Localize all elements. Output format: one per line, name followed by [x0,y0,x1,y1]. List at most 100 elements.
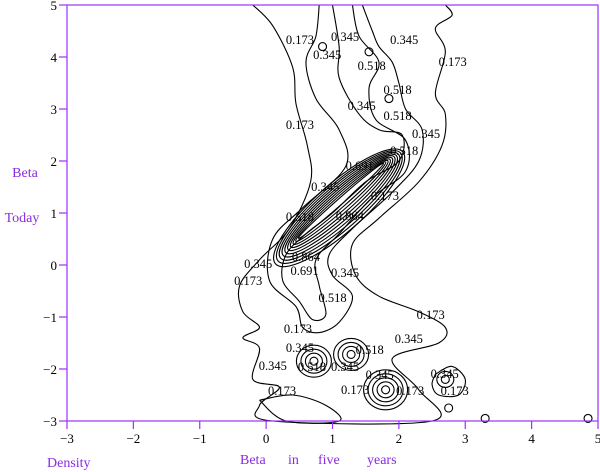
y-tick-label: 3 [51,102,58,117]
ridge-contour-ring [281,153,399,258]
corner-label-density: Density [47,456,91,471]
contour-line-0.173 [237,4,453,425]
peak-contour-ring [364,47,374,57]
peak-contour-ring [381,385,391,395]
y-tick-label: 4 [51,50,58,65]
peak-contour-ring [583,413,593,423]
contour-line-0.173 [431,365,467,398]
x-tick-label: −2 [126,431,140,446]
peak-contour-ring [384,94,394,104]
peak-contour-ring [436,370,455,388]
y-tick-label: 1 [51,206,58,221]
x-tick-label: 2 [396,431,403,446]
contour-label: 0.518 [383,109,411,123]
contour-label: 0.173 [396,384,424,398]
ridge-contour-ring [273,148,406,268]
contour-label: 0.518 [383,83,411,97]
peak-contour-ring [363,369,409,411]
ridge-contour-ring [275,150,403,264]
peak-contour-ring [300,348,328,374]
contour-label: 0.345 [348,99,376,113]
peak-contour-ring [367,373,404,407]
contour-label: 0.345 [331,30,359,44]
peak-contour-ring [342,345,361,363]
x-tick-label: 1 [329,431,336,446]
contour-label: 0.345 [286,341,314,355]
ridge-contour-ring [284,155,396,255]
contour-label: 0.345 [331,266,359,280]
contour-label: 0.173 [417,308,445,322]
peak-contour-ring [295,344,332,378]
y-tick-label: −2 [43,362,57,377]
contour-label: 0.173 [441,384,469,398]
peak-contour-ring [304,352,323,370]
y-axis-label-line2: Today [5,211,40,226]
contour-lines [237,4,593,425]
contour-label: 0.173 [439,55,467,69]
ridge-contour-ring [292,159,389,245]
peak-contour-ring [346,349,356,359]
peak-contour-ring [333,337,370,371]
ridge-contour-ring [278,151,401,261]
contour-label: 0.173 [284,322,312,336]
contour-label: 0.345 [431,367,459,381]
x-tick-label: 4 [528,431,535,446]
contour-label: 0.518 [358,59,386,73]
x-tick-label: 3 [462,431,469,446]
contour-label: 0.173 [286,118,314,132]
peak-contour-ring [309,356,319,366]
contour-label: 0.345 [259,359,287,373]
x-tick-label: 5 [595,431,600,446]
contour-label: 0.345 [390,33,418,47]
contour-label: 0.518 [298,360,326,374]
y-tick-label: −1 [43,310,57,325]
y-tick-label: 5 [51,0,58,13]
x-axis-label-word1: Beta [240,453,266,468]
x-axis-label-word4: years [367,453,397,468]
contour-label: 0.345 [331,360,359,374]
contour-label: 0.691 [291,264,319,278]
x-tick-label: 0 [263,431,270,446]
contour-label: 0.864 [336,209,365,223]
contour-label: 0.345 [313,48,341,62]
peak-contour-ring [376,381,395,399]
peak-contour-ring [444,403,454,413]
contour-label: 0.345 [244,257,272,271]
contour-label: 0.518 [390,144,418,158]
contour-label: 0.345 [412,127,440,141]
ridge-contour-ring [295,161,387,242]
contour-label: 0.345 [311,180,339,194]
contour-label: 0.518 [286,210,314,224]
contour-label: 0.518 [318,291,346,305]
x-axis-label-word2: in [288,453,299,468]
peak-contour-ring [440,374,450,384]
contour-label: 0.173 [371,189,399,203]
contour-label: 0.173 [341,383,369,397]
ridge-contour-ring [287,156,394,252]
x-axis-label-word3: five [318,453,340,468]
contour-label: 0.173 [234,274,262,288]
contour-label: 0.345 [395,332,423,346]
y-tick-label: 0 [51,258,58,273]
contour-label: 0.173 [268,384,296,398]
axis-ticks: −3 −2 −1 0 1 2 3 4 5 −3 −2 −1 0 1 2 3 4 5 [43,0,600,446]
peak-contour-ring [317,42,328,52]
ridge-contour-ring [289,158,391,249]
contour-label: 0.691 [346,159,374,173]
peak-contour-ring [480,413,490,423]
peak-contour-ring [372,377,400,403]
contour-label: 0.864 [292,250,321,264]
y-axis-label-line1: Beta [12,166,38,181]
peak-contour-ring [337,341,365,367]
x-tick-label: −3 [60,431,74,446]
x-tick-label: −1 [193,431,207,446]
ridge-contour-ring [297,162,385,239]
contour-label: 0.173 [286,33,314,47]
contour-line-0.518 [281,4,411,322]
contour-line-0.345 [266,4,424,334]
y-tick-label: −3 [43,414,57,429]
contour-label: 0.345 [366,368,394,382]
y-tick-label: 2 [51,154,58,169]
